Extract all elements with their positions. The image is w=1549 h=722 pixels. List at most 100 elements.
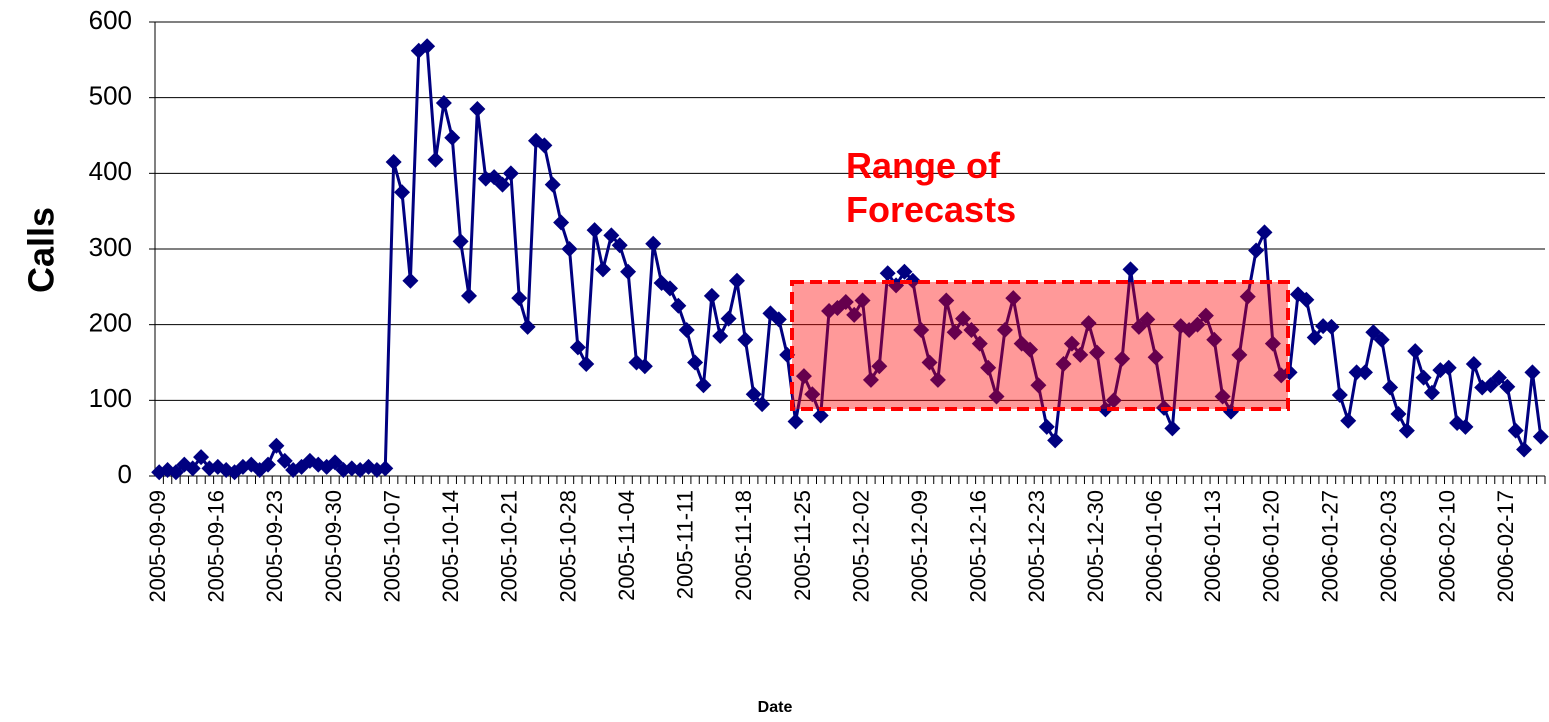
data-point (1139, 311, 1156, 328)
data-point (1206, 331, 1223, 348)
y-tick-label: 100 (89, 383, 132, 413)
data-point (837, 293, 854, 310)
data-point (804, 386, 821, 403)
x-tick-label: 2006-01-06 (1141, 490, 1166, 603)
data-point (427, 151, 444, 168)
x-tick-label: 2005-11-18 (731, 490, 756, 601)
data-point (896, 263, 913, 280)
data-point (377, 460, 394, 477)
x-tick-label: 2006-02-10 (1435, 490, 1460, 603)
data-point (770, 311, 787, 328)
data-point (1047, 432, 1064, 449)
x-tick-label: 2005-10-21 (497, 490, 522, 603)
data-point (469, 101, 486, 118)
data-point (1390, 405, 1407, 422)
x-tick-label: 2005-09-30 (321, 490, 346, 603)
data-point (862, 371, 879, 388)
data-point (996, 321, 1013, 338)
data-point (1499, 378, 1516, 395)
data-point (1298, 291, 1315, 308)
x-tick-label: 2005-12-23 (1024, 490, 1049, 603)
data-point (1030, 377, 1047, 394)
data-point (519, 318, 536, 335)
data-point (703, 287, 720, 304)
data-point (586, 222, 603, 239)
x-axis-label: Date (758, 699, 793, 716)
data-point (1239, 288, 1256, 305)
data-point (1490, 369, 1507, 386)
data-point (1114, 350, 1131, 367)
data-point (1063, 335, 1080, 352)
data-point (444, 129, 461, 146)
x-tick-label: 2006-01-27 (1317, 490, 1342, 603)
data-point (536, 137, 553, 154)
data-point (795, 368, 812, 385)
x-tick-label: 2005-11-11 (673, 490, 698, 599)
data-point (494, 176, 511, 193)
data-point (1080, 315, 1097, 332)
data-point (913, 321, 930, 338)
data-point (1231, 346, 1248, 363)
data-point (1340, 412, 1357, 429)
data-point (695, 377, 712, 394)
data-point (569, 339, 586, 356)
data-point (1022, 341, 1039, 358)
data-point (929, 371, 946, 388)
data-point (955, 310, 972, 327)
x-tick-label: 2005-11-25 (790, 490, 815, 601)
data-point (1164, 420, 1181, 437)
data-point (946, 324, 963, 341)
data-point (620, 263, 637, 280)
data-point (1256, 224, 1273, 241)
data-point (385, 153, 402, 170)
data-point (1398, 422, 1415, 439)
data-point (184, 460, 201, 477)
data-point (1331, 387, 1348, 404)
data-point (1038, 418, 1055, 435)
data-point (1248, 242, 1265, 259)
y-tick-label: 400 (89, 156, 132, 186)
x-tick-label: 2005-10-07 (379, 490, 404, 603)
data-point (276, 452, 293, 469)
data-point (461, 287, 478, 304)
data-point (737, 331, 754, 348)
data-point (594, 261, 611, 278)
data-point (728, 272, 745, 289)
x-tick-label: 2005-12-09 (907, 490, 932, 603)
data-point (812, 407, 829, 424)
data-point (1524, 364, 1541, 381)
data-point (1147, 349, 1164, 366)
data-point (678, 321, 695, 338)
x-tick-label: 2006-02-17 (1493, 490, 1518, 603)
data-point (720, 310, 737, 327)
data-point (1072, 346, 1089, 363)
data-point (980, 359, 997, 376)
data-point (879, 265, 896, 282)
data-point (511, 290, 528, 307)
data-point (1005, 290, 1022, 307)
data-point (1306, 329, 1323, 346)
data-point (1264, 335, 1281, 352)
data-point (1516, 441, 1533, 458)
x-tick-label: 2005-10-14 (438, 490, 463, 603)
x-tick-label: 2006-02-03 (1376, 490, 1401, 603)
data-point (1097, 401, 1114, 418)
data-point (904, 272, 921, 289)
y-tick-label: 200 (89, 308, 132, 338)
data-point (754, 396, 771, 413)
data-point (712, 328, 729, 345)
data-point (921, 354, 938, 371)
data-point (1382, 379, 1399, 396)
data-point (871, 358, 888, 375)
data-point (435, 94, 452, 111)
data-point (544, 176, 561, 193)
data-point (1407, 343, 1424, 360)
data-point (1457, 418, 1474, 435)
data-point (1423, 384, 1440, 401)
data-point (260, 456, 277, 473)
data-point (1089, 344, 1106, 361)
x-tick-label: 2005-12-16 (966, 490, 991, 603)
data-point (1507, 422, 1524, 439)
data-point (670, 297, 687, 314)
